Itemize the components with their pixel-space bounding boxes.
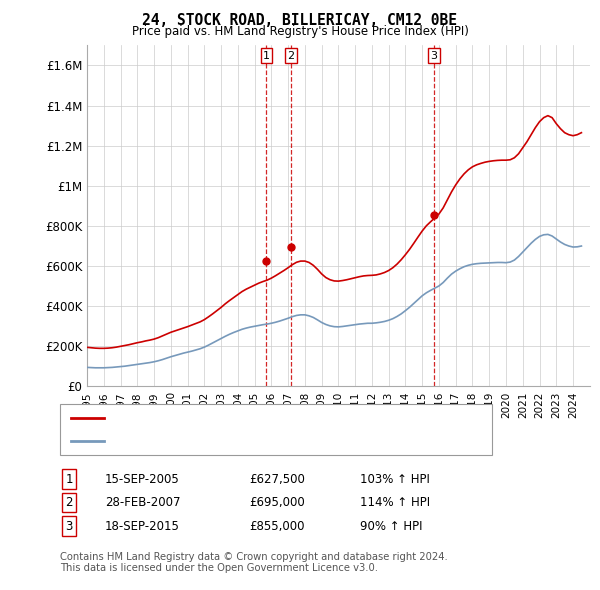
Text: 3: 3	[431, 51, 437, 61]
Text: 90% ↑ HPI: 90% ↑ HPI	[360, 520, 422, 533]
Text: 3: 3	[65, 520, 73, 533]
Text: 18-SEP-2015: 18-SEP-2015	[105, 520, 180, 533]
Text: 103% ↑ HPI: 103% ↑ HPI	[360, 473, 430, 486]
Text: This data is licensed under the Open Government Licence v3.0.: This data is licensed under the Open Gov…	[60, 563, 378, 573]
Text: £855,000: £855,000	[249, 520, 305, 533]
Text: 1: 1	[263, 51, 270, 61]
Text: 2: 2	[287, 51, 295, 61]
Text: 1: 1	[65, 473, 73, 486]
Text: Contains HM Land Registry data © Crown copyright and database right 2024.: Contains HM Land Registry data © Crown c…	[60, 552, 448, 562]
Text: 24, STOCK ROAD, BILLERICAY, CM12 0BE: 24, STOCK ROAD, BILLERICAY, CM12 0BE	[143, 13, 458, 28]
Text: 114% ↑ HPI: 114% ↑ HPI	[360, 496, 430, 509]
Text: 15-SEP-2005: 15-SEP-2005	[105, 473, 180, 486]
Text: HPI: Average price, detached house, Basildon: HPI: Average price, detached house, Basi…	[111, 436, 365, 446]
Text: £695,000: £695,000	[249, 496, 305, 509]
Text: 2: 2	[65, 496, 73, 509]
Text: 24, STOCK ROAD, BILLERICAY, CM12 0BE (detached house): 24, STOCK ROAD, BILLERICAY, CM12 0BE (de…	[111, 413, 441, 423]
Text: 28-FEB-2007: 28-FEB-2007	[105, 496, 181, 509]
Text: Price paid vs. HM Land Registry's House Price Index (HPI): Price paid vs. HM Land Registry's House …	[131, 25, 469, 38]
Text: £627,500: £627,500	[249, 473, 305, 486]
